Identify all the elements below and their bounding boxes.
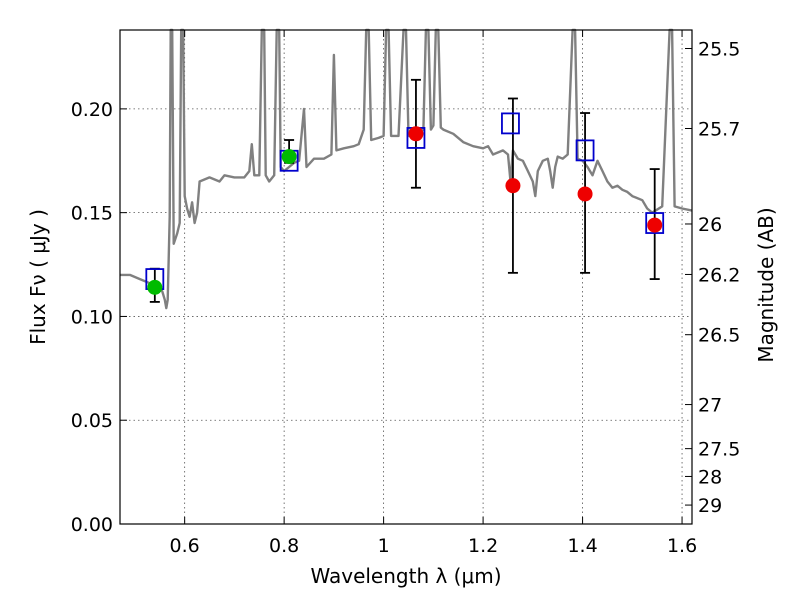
model-sed-line xyxy=(120,28,693,310)
grid-layer xyxy=(120,30,692,524)
mag-tick-label: 29 xyxy=(698,495,722,517)
observed-nir-point xyxy=(505,178,521,194)
x-axis-label: Wavelength λ (μm) xyxy=(310,564,501,588)
x-tick-label: 0.8 xyxy=(269,535,299,557)
mag-tick-label: 26 xyxy=(698,214,722,236)
x-tick-label: 1 xyxy=(378,535,390,557)
mag-tick-label: 27 xyxy=(698,395,722,417)
y-tick-label: 0.15 xyxy=(71,203,113,225)
model-layer xyxy=(120,28,693,310)
model-photometry-point xyxy=(501,112,520,135)
x-tick-label: 1.6 xyxy=(667,535,697,557)
y-axis-label: Flux Fν ( μJy ) xyxy=(26,209,50,345)
model-photometry-point xyxy=(575,139,595,162)
mag-tick-label: 27.5 xyxy=(698,439,740,461)
observed-nir-point xyxy=(647,217,663,233)
y-tick-label: 0.10 xyxy=(71,306,113,328)
x-tick-label: 1.2 xyxy=(468,535,498,557)
y-tick-label: 0.00 xyxy=(71,514,113,536)
mag-tick-label: 25.5 xyxy=(698,39,740,61)
tick-layer: 0.6 0.8 1 1.2 1.4 1.6 0.00 0.05 0.10 0.15 0.20 25.5… xyxy=(71,30,740,557)
observed-nir-point xyxy=(408,126,424,142)
x-tick-label: 1.4 xyxy=(567,535,597,557)
observed-optical-point xyxy=(147,279,163,295)
y-tick-label: 0.20 xyxy=(71,99,113,121)
marker-layer xyxy=(145,112,665,295)
observed-optical-point xyxy=(281,149,297,165)
mag-tick-label: 26.5 xyxy=(698,325,740,347)
plot-frame xyxy=(119,29,693,525)
mag-tick-label: 26.2 xyxy=(698,264,740,286)
mag-tick-label: 28 xyxy=(698,466,722,488)
x-tick-label: 0.6 xyxy=(170,535,200,557)
y-tick-label: 0.05 xyxy=(71,410,113,432)
mag-tick-label: 25.7 xyxy=(698,118,740,140)
y2-axis-label: Magnitude (AB) xyxy=(754,207,778,362)
model-photometry-point xyxy=(645,212,665,234)
observed-nir-point xyxy=(577,186,593,202)
